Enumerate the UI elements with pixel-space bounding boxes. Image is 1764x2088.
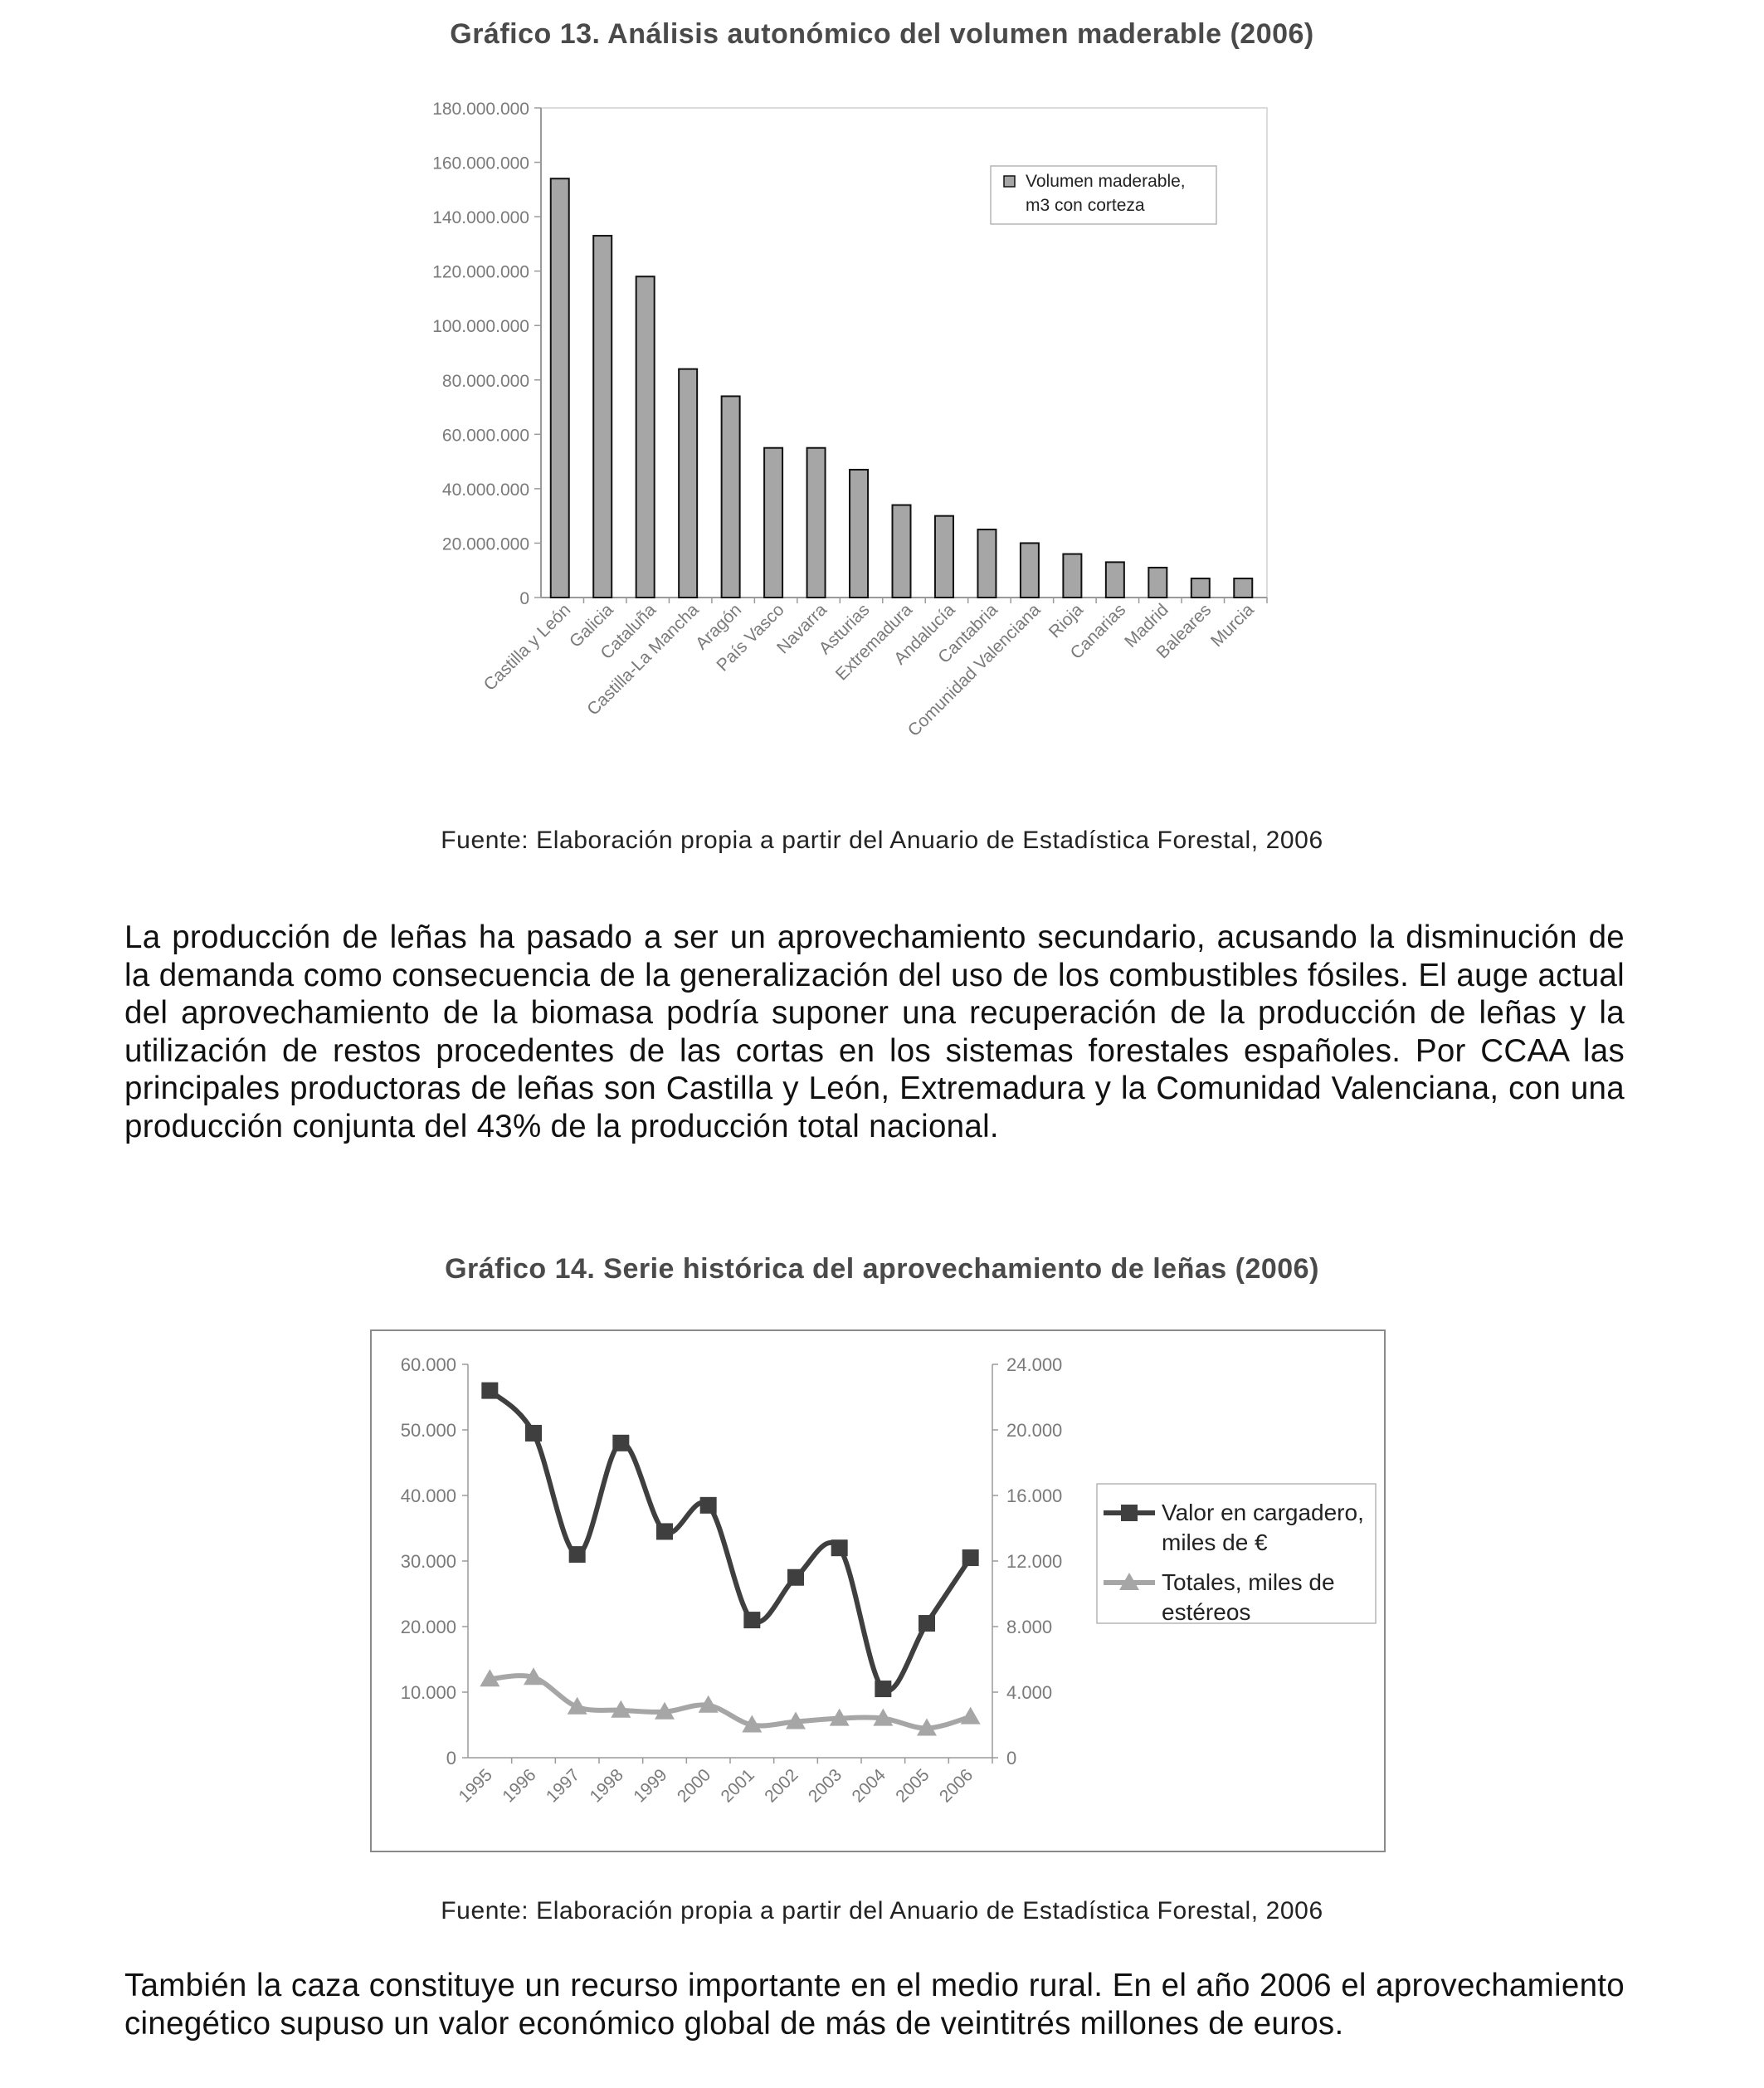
right-tick-label: 16.000 <box>1006 1486 1062 1506</box>
bar <box>891 504 912 598</box>
totales-point <box>873 1708 894 1726</box>
valor-point <box>568 1546 586 1564</box>
y-tick-label: 20.000.000 <box>442 534 529 554</box>
totales-point <box>742 1715 763 1733</box>
left-tick-label: 40.000 <box>401 1486 456 1506</box>
legend-label: m3 con corteza <box>1026 196 1145 215</box>
bar <box>849 468 870 599</box>
bar <box>549 178 570 598</box>
legend-label: Totales, miles de <box>1162 1569 1335 1595</box>
left-tick-label: 0 <box>446 1748 456 1768</box>
totales-point <box>917 1718 937 1736</box>
x-tick-label: Castilla y León <box>480 600 575 695</box>
totales-point <box>786 1711 806 1729</box>
legend-box <box>990 165 1217 225</box>
left-tick-label: 30.000 <box>401 1551 456 1572</box>
legend-label: Volumen maderable, <box>1026 172 1186 191</box>
legend-box <box>1096 1483 1377 1624</box>
legend-valor-marker <box>1121 1505 1138 1521</box>
y-tick-label: 140.000.000 <box>432 208 529 227</box>
right-tick-label: 4.000 <box>1006 1682 1052 1703</box>
bar <box>1190 578 1211 598</box>
valor-point <box>875 1681 892 1698</box>
legend: Volumen maderable, m3 con corteza <box>990 165 1217 225</box>
paragraph-lenas: La producción de leñas ha pasado a ser u… <box>124 920 1625 1144</box>
right-tick-label: 12.000 <box>1006 1551 1062 1572</box>
bar <box>806 446 826 598</box>
bar <box>933 515 954 599</box>
totales-point <box>960 1706 981 1725</box>
valor-point <box>612 1434 630 1451</box>
valor-point <box>656 1523 673 1540</box>
y-tick-label: 0 <box>519 589 529 608</box>
left-tick-label: 60.000 <box>401 1354 456 1375</box>
bar <box>678 368 699 598</box>
y-tick-label: 180.000.000 <box>432 100 529 119</box>
bar <box>635 276 655 598</box>
legend-label: miles de € <box>1162 1529 1268 1555</box>
y-tick-label: 60.000.000 <box>442 426 529 445</box>
bar <box>1062 553 1083 598</box>
legend: Valor en cargadero, miles de € Totales, mi… <box>1096 1483 1377 1625</box>
legend-label: Valor en cargadero, <box>1162 1500 1364 1525</box>
right-tick-label: 24.000 <box>1006 1354 1062 1375</box>
valor-point <box>919 1615 935 1632</box>
legend-swatch <box>1003 175 1016 188</box>
right-tick-label: 0 <box>1006 1748 1016 1768</box>
left-tick-label: 10.000 <box>401 1682 456 1703</box>
valor-point <box>831 1539 848 1557</box>
right-tick-label: 8.000 <box>1006 1617 1052 1637</box>
y-tick-label: 120.000.000 <box>432 263 529 282</box>
valor-point <box>787 1568 804 1586</box>
bar <box>977 529 997 598</box>
totales-point <box>524 1667 543 1686</box>
y-tick-label: 40.000.000 <box>442 481 529 500</box>
totales-point <box>567 1696 587 1715</box>
paragraph-caza: También la caza constituye un recurso im… <box>124 1968 1625 2042</box>
chart13-source: Fuente: Elaboración propia a partir del … <box>441 827 1323 854</box>
bar <box>1019 542 1040 599</box>
valor-point <box>962 1549 979 1567</box>
valor-point <box>743 1612 761 1629</box>
valor-point <box>481 1382 499 1399</box>
bar <box>1233 578 1254 598</box>
totales-point <box>611 1700 631 1718</box>
totales-point <box>829 1708 850 1726</box>
left-tick-label: 50.000 <box>401 1420 456 1441</box>
totales-point <box>480 1669 500 1687</box>
bar <box>1104 561 1125 599</box>
right-tick-label: 20.000 <box>1006 1420 1062 1441</box>
bar <box>720 395 741 599</box>
bar <box>1148 566 1168 599</box>
bar <box>592 235 613 598</box>
left-tick-label: 20.000 <box>401 1617 456 1637</box>
totales-point <box>698 1695 719 1713</box>
valor-point <box>525 1424 542 1442</box>
chart14-title: Gráfico 14. Serie histórica del aprovech… <box>445 1253 1319 1285</box>
x-tick-label: Murcia <box>1207 600 1258 651</box>
y-tick-label: 100.000.000 <box>432 317 529 336</box>
y-tick-label: 160.000.000 <box>432 154 529 173</box>
chart13-title: Gráfico 13. Análisis autonómico del volu… <box>450 18 1314 50</box>
chart14-source: Fuente: Elaboración propia a partir del … <box>441 1897 1323 1925</box>
bar <box>763 446 784 598</box>
legend-totales-marker <box>1119 1573 1139 1590</box>
totales-point <box>655 1701 675 1720</box>
y-tick-label: 80.000.000 <box>442 372 529 391</box>
chart13-bar-chart: 0 20.000.000 40.000.000 60.000.000 80.000.00… <box>432 100 1268 740</box>
legend-label: estéreos <box>1162 1599 1250 1625</box>
valor-point <box>699 1496 717 1514</box>
chart14-line-chart: 0 10.000 20.000 30.000 40.000 50.000 60.000 0 4.… <box>370 1329 1386 1852</box>
